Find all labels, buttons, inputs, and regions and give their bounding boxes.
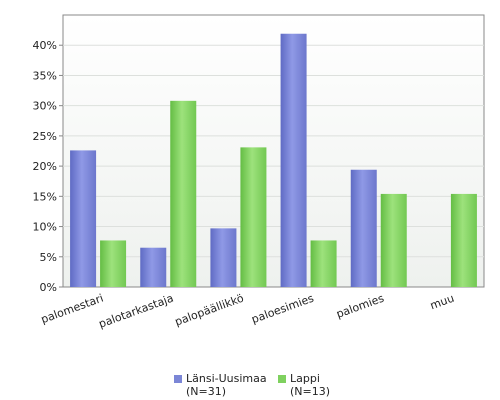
bar-lappi — [450, 193, 477, 287]
legend-label-lansi-uusimaa: Länsi-Uusimaa — [186, 372, 267, 385]
y-tick-label: 25% — [33, 130, 57, 143]
legend-n-lansi-uusimaa: (N=31) — [186, 385, 226, 398]
gridlines — [63, 44, 484, 258]
bar-lansi-uusimaa — [280, 33, 307, 287]
legend-label-lappi: Lappi — [290, 372, 320, 385]
y-tick-label: 5% — [40, 251, 57, 264]
bar-lansi-uusimaa — [210, 228, 237, 287]
bar-lappi — [240, 147, 267, 287]
y-tick-label: 15% — [33, 190, 57, 203]
x-tick-label: palopäällikkö — [173, 292, 246, 329]
bar-lappi — [170, 100, 197, 287]
x-tick-label: palomies — [335, 292, 386, 321]
plot-area — [62, 14, 485, 288]
bar-lappi — [380, 193, 407, 287]
legend-swatch-lappi — [278, 375, 286, 383]
y-tick-label: 35% — [33, 69, 57, 82]
y-tick-label: 10% — [33, 221, 57, 234]
y-tick-label: 20% — [33, 160, 57, 173]
legend: Länsi-Uusimaa(N=31) Lappi(N=13) — [174, 372, 330, 398]
x-tick-label: palotarkastaja — [97, 292, 175, 331]
y-axis-ticks: 0% 5% 10% 15% 20% 25% 30% 35% 40% — [33, 39, 63, 294]
y-tick-label: 40% — [33, 39, 57, 52]
legend-swatch-lansi-uusimaa — [174, 375, 182, 383]
y-tick-label: 0% — [40, 281, 57, 294]
bars — [70, 33, 477, 287]
bar-lansi-uusimaa — [350, 169, 377, 287]
bar-lansi-uusimaa — [70, 150, 97, 287]
y-tick-label: 30% — [33, 100, 57, 113]
bar-lansi-uusimaa — [140, 247, 167, 287]
bar-lappi — [310, 240, 337, 287]
x-tick-label: muu — [428, 292, 456, 313]
legend-n-lappi: (N=13) — [290, 385, 330, 398]
x-tick-label: paloesimies — [250, 292, 316, 327]
bar-lappi — [100, 240, 127, 287]
x-tick-label: palomestari — [39, 292, 105, 327]
